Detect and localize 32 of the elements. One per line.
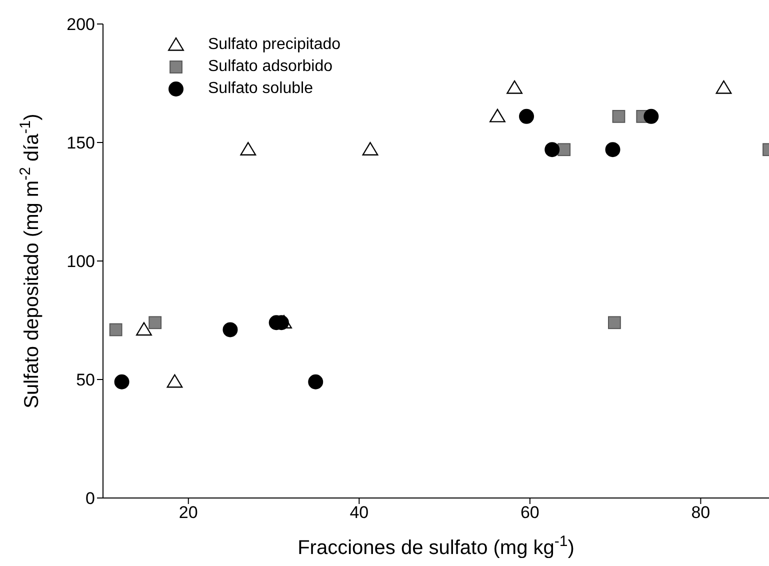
x-tick-label: 20 (178, 503, 198, 522)
point (148, 316, 162, 330)
point (308, 374, 324, 390)
point (612, 110, 626, 123)
point (109, 323, 122, 336)
point (605, 142, 620, 158)
x-tick-label: 40 (350, 503, 369, 522)
point (222, 322, 238, 338)
point (240, 142, 256, 156)
point (166, 374, 183, 388)
point (506, 80, 523, 94)
legend-label: Sulfato precipitado (208, 36, 341, 54)
point (544, 142, 560, 158)
point (608, 316, 621, 330)
point (644, 108, 659, 124)
x-tick-label: 60 (520, 503, 540, 522)
point (136, 322, 152, 336)
legend-label: Sulfato adsorbido (208, 58, 333, 76)
x-axis-title: Fracciones de sulfato (mg kg$^{-1}$) (298, 532, 574, 559)
y-tick-label: 0 (86, 489, 95, 508)
y-tick-label: 150 (66, 134, 95, 153)
x-tick-label: 80 (691, 503, 710, 522)
y-tick-label: 200 (66, 15, 95, 34)
y-tick-label: 50 (76, 370, 95, 390)
legend-label: Sulfato soluble (208, 80, 313, 98)
point (114, 374, 130, 390)
point (519, 108, 534, 124)
point (490, 108, 506, 122)
point (362, 142, 378, 156)
y-tick-label: 100 (66, 252, 95, 272)
point (558, 143, 571, 156)
point (716, 80, 732, 94)
